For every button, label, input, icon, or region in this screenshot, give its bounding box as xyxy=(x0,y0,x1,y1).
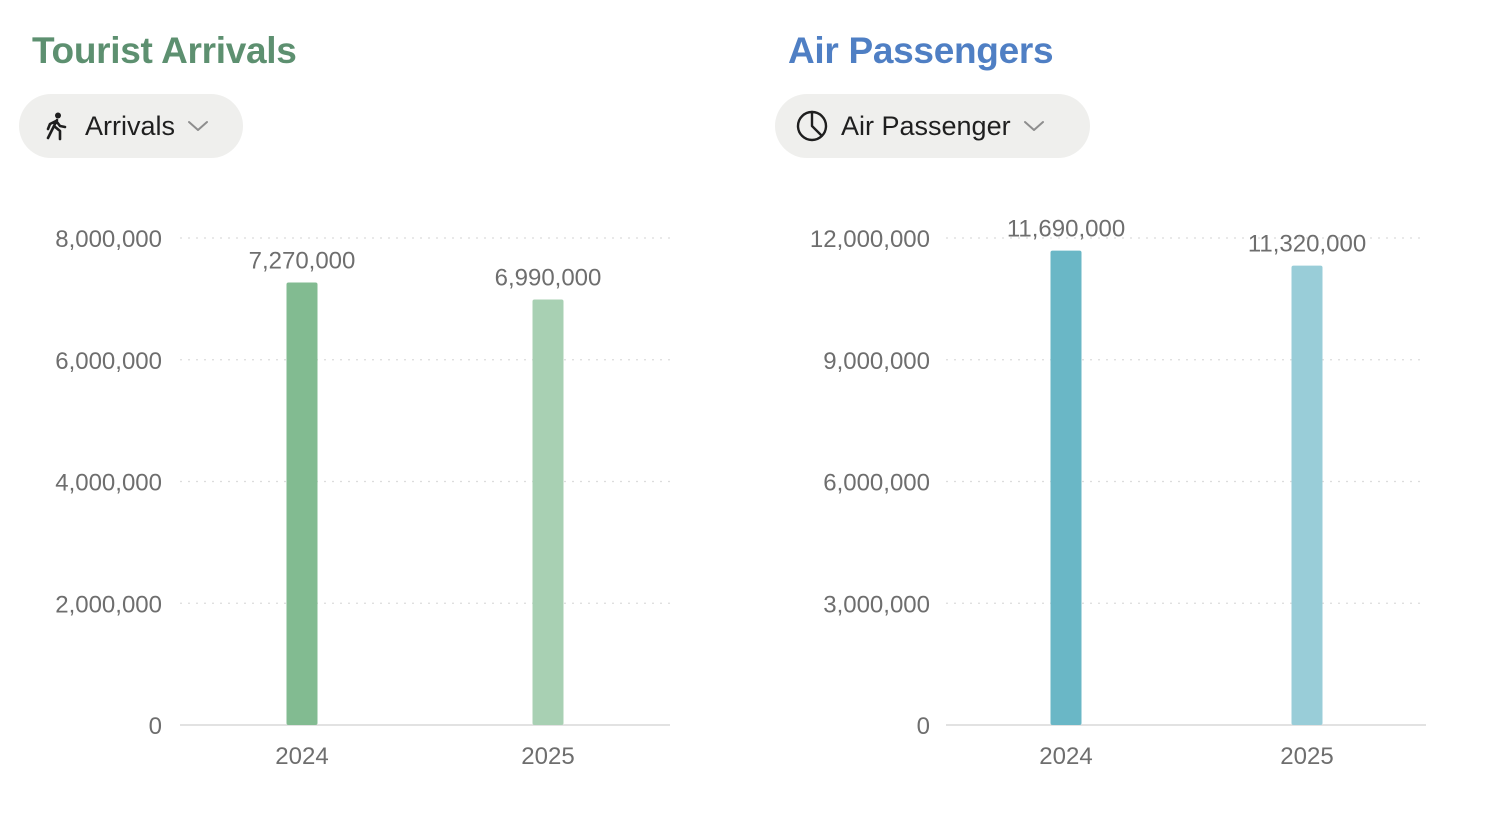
air-passengers-panel: Air Passengers Air Passenger 0 3,000,000 6… xyxy=(756,0,1486,822)
arrivals-dropdown[interactable]: Arrivals xyxy=(19,94,243,158)
dropdown-label: Air Passenger xyxy=(841,110,1011,141)
bar-value-label: 7,270,000 xyxy=(249,247,356,274)
x-tick-label: 2024 xyxy=(1039,743,1092,770)
arrivals-bar-chart: 0 2,000,000 4,000,000 6,000,000 8,000,000 7,2… xyxy=(55,226,670,770)
y-tick-label: 4,000,000 xyxy=(55,470,162,497)
bar-value-label: 11,320,000 xyxy=(1248,231,1366,258)
walking-person-icon xyxy=(39,109,73,143)
air-passenger-dropdown[interactable]: Air Passenger xyxy=(775,94,1090,158)
air-passengers-bar-chart: 0 3,000,000 6,000,000 9,000,000 12,000,000 11… xyxy=(810,216,1426,770)
y-tick-label: 3,000,000 xyxy=(823,591,930,618)
y-tick-label: 9,000,000 xyxy=(823,348,930,375)
x-tick-label: 2025 xyxy=(521,743,574,770)
panel-title: Tourist Arrivals xyxy=(32,30,297,71)
y-tick-label: 6,000,000 xyxy=(823,470,930,497)
y-tick-label: 2,000,000 xyxy=(55,591,162,618)
bar-2024 xyxy=(286,282,318,725)
bar-value-label: 6,990,000 xyxy=(495,264,602,291)
dropdown-label: Arrivals xyxy=(85,110,176,141)
pie-chart-icon xyxy=(795,109,829,143)
x-tick-label: 2025 xyxy=(1280,743,1333,770)
bar-value-label: 11,690,000 xyxy=(1007,216,1125,243)
bar-2025 xyxy=(1291,265,1323,725)
y-tick-label: 0 xyxy=(917,713,930,740)
chevron-down-icon xyxy=(187,119,209,133)
x-tick-label: 2024 xyxy=(275,743,328,770)
y-tick-label: 6,000,000 xyxy=(55,348,162,375)
bar-2024 xyxy=(1050,250,1082,726)
tourist-arrivals-panel: Tourist Arrivals Arrivals 0 2,000,000 4,00… xyxy=(0,0,720,822)
y-tick-label: 0 xyxy=(149,713,162,740)
y-tick-label: 8,000,000 xyxy=(55,226,162,253)
bar-2025 xyxy=(532,299,564,725)
chevron-down-icon xyxy=(1023,119,1045,133)
panel-title: Air Passengers xyxy=(788,30,1054,71)
y-tick-label: 12,000,000 xyxy=(810,226,930,253)
